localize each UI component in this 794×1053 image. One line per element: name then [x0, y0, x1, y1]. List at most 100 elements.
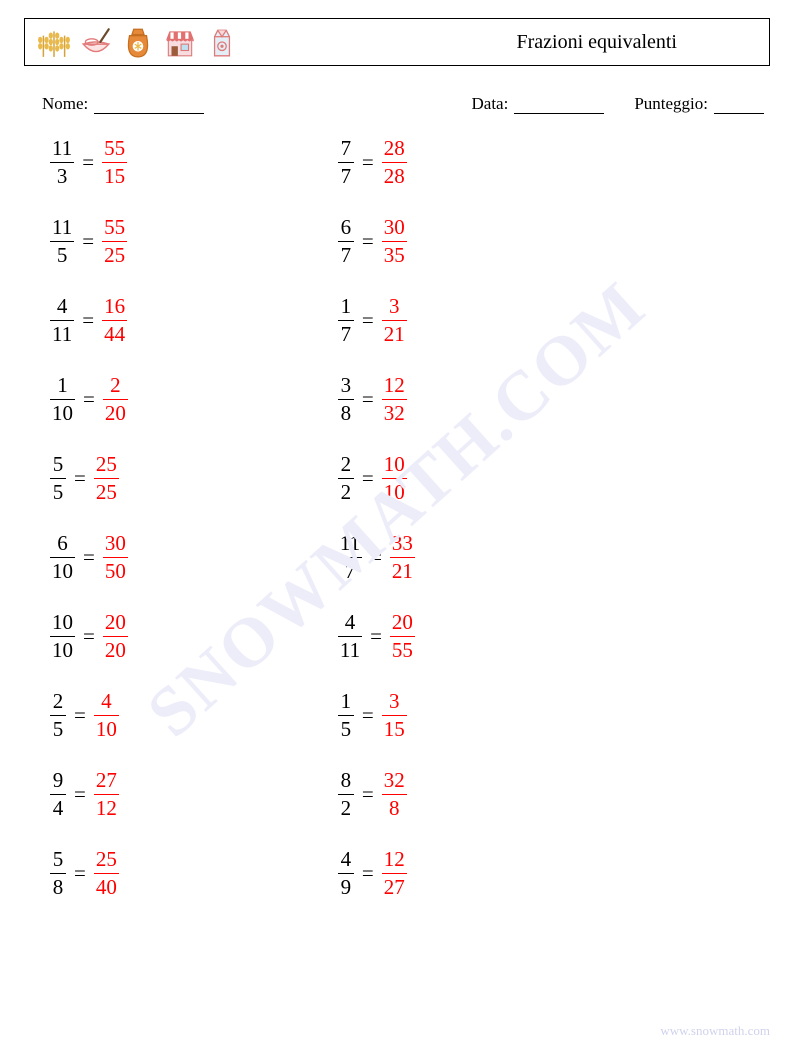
- answer-numerator: 3: [386, 691, 402, 712]
- given-numerator: 8: [338, 770, 354, 791]
- answer-fraction: 3321: [390, 533, 415, 582]
- fraction-problem: 38=1232: [338, 375, 415, 424]
- given-numerator: 3: [338, 375, 354, 396]
- bowl-icon: [79, 25, 113, 59]
- given-fraction: 77: [338, 138, 354, 187]
- answer-denominator: 10: [94, 719, 119, 740]
- fraction-problem: 17=321: [338, 296, 415, 345]
- given-fraction: 115: [50, 217, 74, 266]
- answer-numerator: 4: [98, 691, 114, 712]
- given-denominator: 7: [338, 166, 354, 187]
- answer-numerator: 20: [103, 612, 128, 633]
- answer-denominator: 25: [94, 482, 119, 503]
- equals-sign: =: [370, 547, 382, 568]
- answer-numerator: 27: [94, 770, 119, 791]
- given-fraction: 49: [338, 849, 354, 898]
- date-blank[interactable]: [514, 94, 604, 114]
- equals-sign: =: [82, 231, 94, 252]
- answer-denominator: 8: [386, 798, 402, 819]
- given-denominator: 8: [338, 403, 354, 424]
- given-fraction: 411: [338, 612, 362, 661]
- answer-fraction: 2055: [390, 612, 415, 661]
- given-fraction: 25: [50, 691, 66, 740]
- answer-numerator: 55: [102, 217, 127, 238]
- given-numerator: 1: [338, 691, 354, 712]
- fraction-problem: 117=3321: [338, 533, 415, 582]
- answer-denominator: 20: [103, 640, 128, 661]
- given-numerator: 1: [338, 296, 354, 317]
- answer-denominator: 15: [102, 166, 127, 187]
- score-blank[interactable]: [714, 94, 764, 114]
- answer-denominator: 10: [382, 482, 407, 503]
- answer-fraction: 1644: [102, 296, 127, 345]
- answer-numerator: 3: [386, 296, 402, 317]
- worksheet-page: SNOWMATH.COM: [0, 0, 794, 1053]
- answer-numerator: 2: [107, 375, 123, 396]
- answer-denominator: 35: [382, 245, 407, 266]
- answer-numerator: 25: [94, 454, 119, 475]
- flour-sack-icon: [121, 25, 155, 59]
- fraction-problem: 115=5525: [50, 217, 128, 266]
- answer-numerator: 30: [103, 533, 128, 554]
- answer-fraction: 1227: [382, 849, 407, 898]
- answer-fraction: 3035: [382, 217, 407, 266]
- given-denominator: 7: [338, 324, 354, 345]
- given-fraction: 113: [50, 138, 74, 187]
- answer-denominator: 27: [382, 877, 407, 898]
- given-numerator: 11: [338, 533, 362, 554]
- answer-fraction: 2020: [103, 612, 128, 661]
- header: Frazioni equivalenti: [24, 18, 770, 66]
- fraction-problem: 113=5515: [50, 138, 128, 187]
- milk-carton-icon: [205, 25, 239, 59]
- header-icons: [37, 25, 239, 59]
- given-fraction: 22: [338, 454, 354, 503]
- given-numerator: 2: [338, 454, 354, 475]
- given-denominator: 5: [338, 719, 354, 740]
- given-numerator: 4: [342, 612, 358, 633]
- answer-fraction: 220: [103, 375, 128, 424]
- given-fraction: 110: [50, 375, 75, 424]
- equals-sign: =: [362, 705, 374, 726]
- answer-denominator: 55: [390, 640, 415, 661]
- problem-column: 77=282867=303517=32138=123222=1010117=33…: [338, 138, 415, 898]
- equals-sign: =: [362, 231, 374, 252]
- answer-numerator: 16: [102, 296, 127, 317]
- equals-sign: =: [362, 863, 374, 884]
- answer-fraction: 2540: [94, 849, 119, 898]
- answer-fraction: 2828: [382, 138, 407, 187]
- given-denominator: 10: [50, 561, 75, 582]
- fraction-problem: 411=1644: [50, 296, 128, 345]
- problems-area: 113=5515115=5525411=1644110=22055=252561…: [24, 138, 770, 898]
- given-fraction: 58: [50, 849, 66, 898]
- answer-fraction: 3050: [103, 533, 128, 582]
- footer-url: www.snowmath.com: [660, 1023, 770, 1039]
- given-numerator: 1: [55, 375, 71, 396]
- fraction-problem: 77=2828: [338, 138, 415, 187]
- fraction-problem: 610=3050: [50, 533, 128, 582]
- given-denominator: 5: [54, 245, 70, 266]
- fraction-problem: 15=315: [338, 691, 415, 740]
- worksheet-title: Frazioni equivalenti: [516, 31, 757, 54]
- given-numerator: 5: [50, 454, 66, 475]
- fraction-problem: 58=2540: [50, 849, 128, 898]
- answer-numerator: 30: [382, 217, 407, 238]
- equals-sign: =: [74, 784, 86, 805]
- given-numerator: 9: [50, 770, 66, 791]
- given-fraction: 15: [338, 691, 354, 740]
- equals-sign: =: [74, 468, 86, 489]
- answer-numerator: 12: [382, 849, 407, 870]
- fraction-problem: 110=220: [50, 375, 128, 424]
- given-denominator: 2: [338, 482, 354, 503]
- given-denominator: 5: [50, 482, 66, 503]
- answer-denominator: 12: [94, 798, 119, 819]
- given-numerator: 4: [338, 849, 354, 870]
- given-fraction: 610: [50, 533, 75, 582]
- given-denominator: 7: [338, 245, 354, 266]
- name-blank[interactable]: [94, 94, 204, 114]
- given-fraction: 55: [50, 454, 66, 503]
- score-label: Punteggio:: [634, 94, 708, 114]
- given-numerator: 6: [55, 533, 71, 554]
- given-numerator: 5: [50, 849, 66, 870]
- given-fraction: 94: [50, 770, 66, 819]
- answer-denominator: 20: [103, 403, 128, 424]
